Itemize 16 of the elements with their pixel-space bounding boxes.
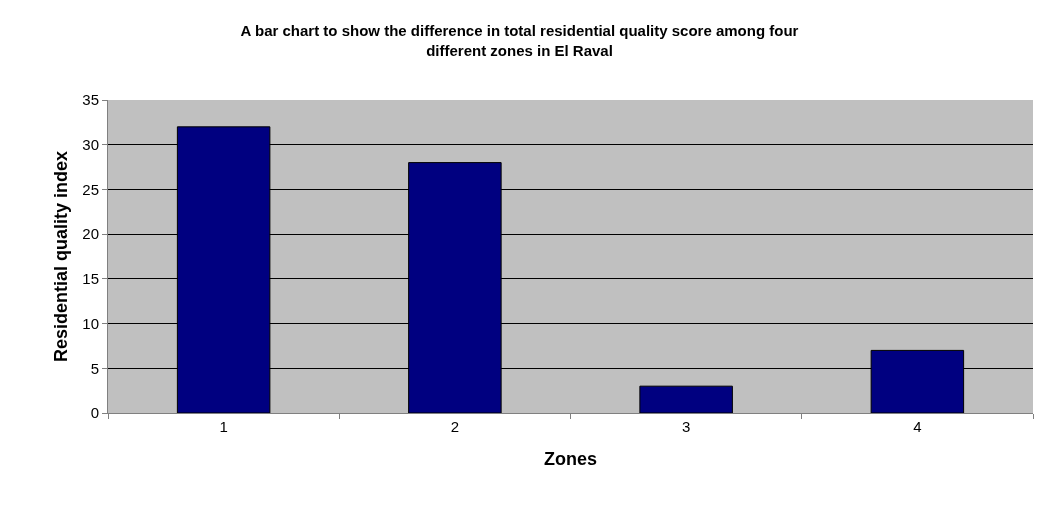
x-tick-label: 2 [450, 418, 460, 435]
x-axis-title: Zones [543, 449, 598, 470]
y-tick-label: 0 [90, 404, 99, 422]
chart-title: A bar chart to show the difference in total residential quality score among four different zones in El Raval [240, 22, 799, 59]
y-axis-title: Residential quality index [50, 150, 71, 363]
y-tick-label: 5 [90, 359, 99, 377]
y-tick-label: 15 [82, 270, 99, 288]
y-tick-label: 25 [82, 180, 99, 198]
x-tick-label: 4 [913, 418, 922, 435]
y-tick-label: 20 [82, 225, 99, 243]
y-tick-label: 30 [82, 135, 99, 153]
y-tick-label: 35 [82, 91, 99, 109]
y-tick-label: 10 [82, 314, 99, 332]
bar [639, 385, 733, 413]
x-tick-label: 3 [681, 418, 691, 435]
x-tick-label: 1 [219, 418, 228, 435]
